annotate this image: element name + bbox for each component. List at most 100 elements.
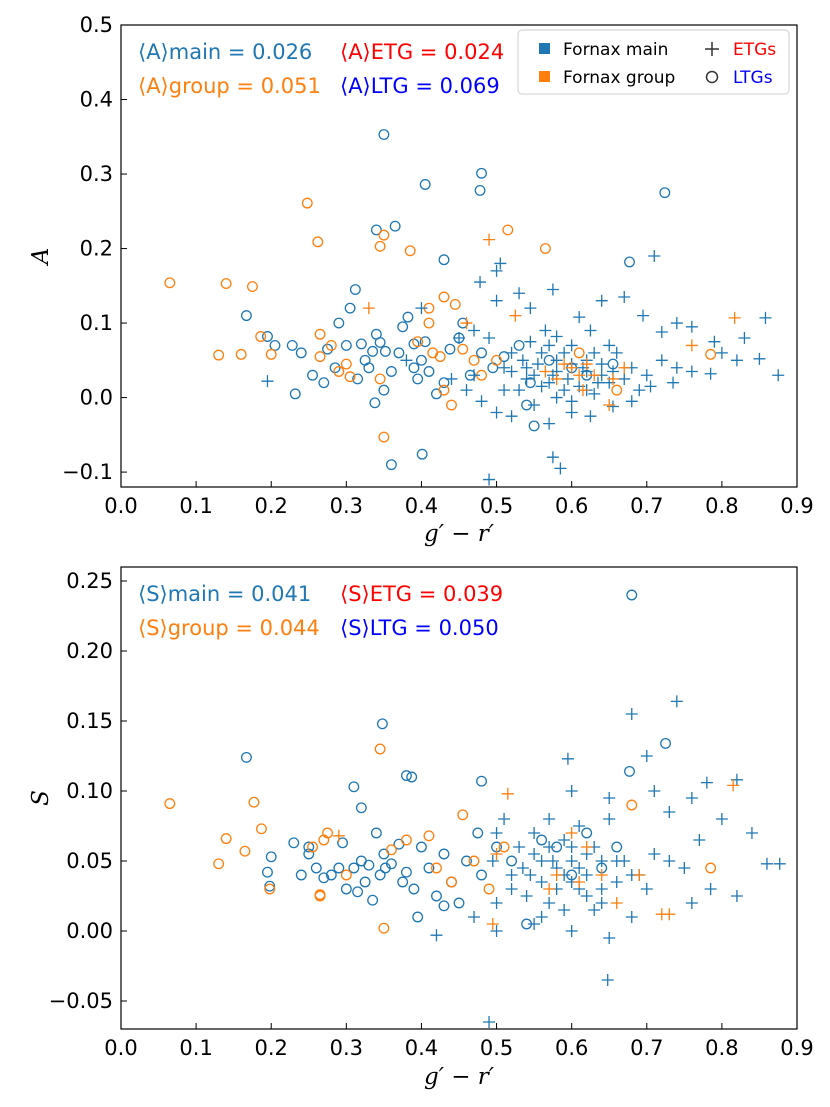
main-etg-point (738, 331, 751, 344)
x-tick-label: 0.5 (480, 1036, 513, 1060)
main-ltg-point (240, 310, 252, 322)
main-ltg-point (307, 369, 318, 381)
main-ltg-point (333, 317, 345, 329)
main-etg-point (561, 372, 574, 385)
group-ltg-point (246, 281, 258, 293)
main-ltg-point (374, 336, 386, 348)
group-ltg-point (378, 922, 390, 934)
main-etg-point (640, 369, 653, 382)
main-etg-point (584, 410, 597, 423)
main-etg-point (610, 876, 623, 888)
main-ltg-point (378, 384, 390, 396)
main-etg-point (565, 406, 578, 419)
x-tick-label: 0.3 (330, 1036, 363, 1060)
smoothness-points (164, 589, 786, 1028)
main-etg-point (494, 257, 507, 270)
smoothness-etg-mean: ⟨S⟩ETG = 0.039 (340, 582, 503, 606)
group-ltg-point (449, 298, 461, 310)
y-tick-label: 0.5 (80, 13, 113, 37)
group-ltg-point (374, 373, 386, 385)
x-tick-label: 0.9 (780, 494, 813, 518)
main-ltg-point (269, 339, 281, 351)
main-etg-point (505, 410, 518, 423)
main-ltg-point (295, 869, 307, 881)
group-ltg-point (423, 830, 435, 842)
group-etg-point (490, 848, 503, 860)
main-etg-point (685, 792, 698, 804)
main-etg-point (625, 911, 638, 923)
main-etg-point (610, 855, 623, 867)
main-ltg-point (397, 321, 409, 333)
main-etg-point (637, 309, 650, 322)
main-etg-point (588, 346, 601, 359)
main-etg-point (483, 1016, 496, 1028)
main-ltg-point (536, 834, 548, 846)
main-ltg-point (340, 339, 352, 351)
group-ltg-point (301, 197, 313, 209)
x-tick-label: 0.9 (780, 1036, 813, 1060)
main-etg-point (760, 857, 773, 870)
main-ltg-point (363, 362, 375, 374)
main-etg-point (546, 451, 559, 464)
main-etg-point (730, 890, 743, 902)
main-etg-point (543, 813, 556, 825)
main-ltg-point (524, 377, 536, 389)
x-tick-label: 0.7 (630, 494, 663, 518)
x-tick-label: 0.6 (555, 1036, 588, 1060)
legend-box (517, 29, 790, 95)
main-etg-point (400, 354, 413, 367)
main-etg-point (445, 372, 458, 385)
y-tick-label: −0.1 (62, 460, 113, 484)
main-ltg-point (240, 751, 252, 763)
main-etg-point (655, 326, 668, 339)
asymmetry-main-mean: ⟨A⟩main = 0.026 (138, 40, 312, 64)
group-ltg-point (344, 371, 356, 383)
smoothness-y-ticks: −0.05 0.00 0.05 0.10 0.15 0.20 0.25 (49, 569, 127, 1013)
main-ltg-point (476, 869, 487, 881)
main-ltg-point (659, 187, 671, 199)
main-etg-point (565, 785, 578, 797)
main-ltg-point (438, 377, 450, 389)
main-etg-point (730, 354, 743, 367)
main-etg-point (704, 367, 717, 380)
main-etg-point (516, 354, 529, 367)
legend-main-label: Fornax main (563, 40, 668, 60)
x-tick-label: 0.5 (480, 494, 513, 518)
main-etg-point (573, 862, 586, 874)
group-ltg-point (374, 240, 386, 252)
x-tick-label: 0.6 (555, 494, 588, 518)
main-ltg-point (412, 373, 424, 385)
main-etg-point (528, 827, 541, 839)
main-etg-point (700, 776, 713, 789)
group-ltg-point (325, 339, 337, 351)
main-ltg-point (376, 718, 388, 730)
main-etg-point (520, 890, 533, 902)
main-ltg-point (476, 167, 487, 179)
main-etg-point (595, 897, 608, 909)
group-ltg-point (314, 328, 326, 340)
y-tick-label: −0.05 (49, 989, 113, 1013)
main-ltg-point (453, 897, 465, 909)
legend-ltg-label: LTGs (733, 68, 773, 88)
main-ltg-point (374, 869, 386, 881)
group-etg-point (550, 869, 563, 881)
group-ltg-point (255, 331, 267, 342)
main-ltg-point (408, 883, 420, 895)
main-ltg-point (419, 179, 431, 190)
y-tick-label: 0.00 (66, 919, 113, 943)
smoothness-y-axis-label: S (28, 790, 54, 806)
group-ltg-point (333, 366, 345, 377)
main-etg-point (633, 384, 646, 397)
group-etg-point (580, 841, 593, 853)
main-etg-point (584, 324, 597, 337)
main-ltg-point (581, 827, 593, 839)
main-ltg-point (461, 855, 472, 867)
main-etg-point (535, 911, 548, 923)
group-ltg-point (378, 229, 390, 241)
main-etg-point (531, 358, 544, 371)
group-ltg-point (539, 243, 551, 254)
main-etg-point (715, 813, 728, 825)
main-etg-point (513, 287, 526, 300)
main-etg-point (573, 311, 586, 324)
main-etg-point (524, 869, 537, 881)
